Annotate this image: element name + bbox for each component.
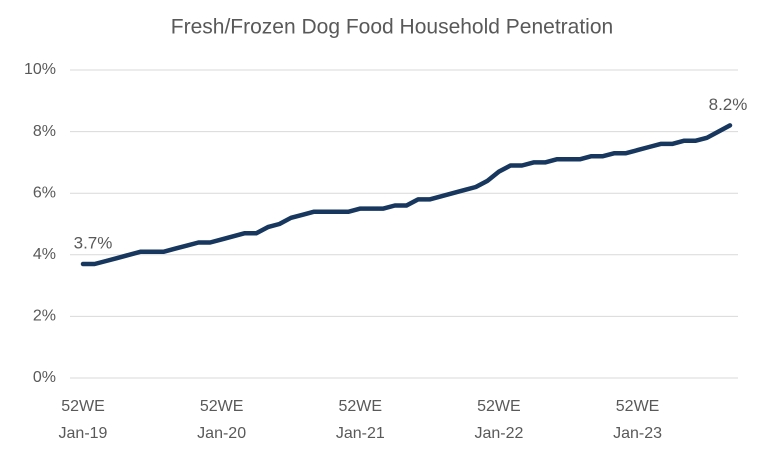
line [80,123,733,267]
x-tick-label: 52WE Jan-23 [613,398,663,442]
data-label: 3.7% [74,234,113,253]
y-tick-label: 4% [33,246,56,263]
y-tick-label: 6% [33,184,56,201]
y-tick-label: 8% [33,123,56,140]
data-label: 8.2% [709,95,748,114]
x-tick-label: 52WE Jan-21 [335,398,385,442]
x-tick-label: 52WE Jan-22 [474,398,524,442]
y-tick-label: 0% [33,369,56,386]
y-tick-label: 2% [33,308,56,325]
y-tick-label: 10% [24,61,56,78]
chart-title: Fresh/Frozen Dog Food Household Penetrat… [171,16,613,39]
x-tick-label: 52WE Jan-19 [58,398,108,442]
x-tick-label: 52WE Jan-20 [197,398,247,442]
